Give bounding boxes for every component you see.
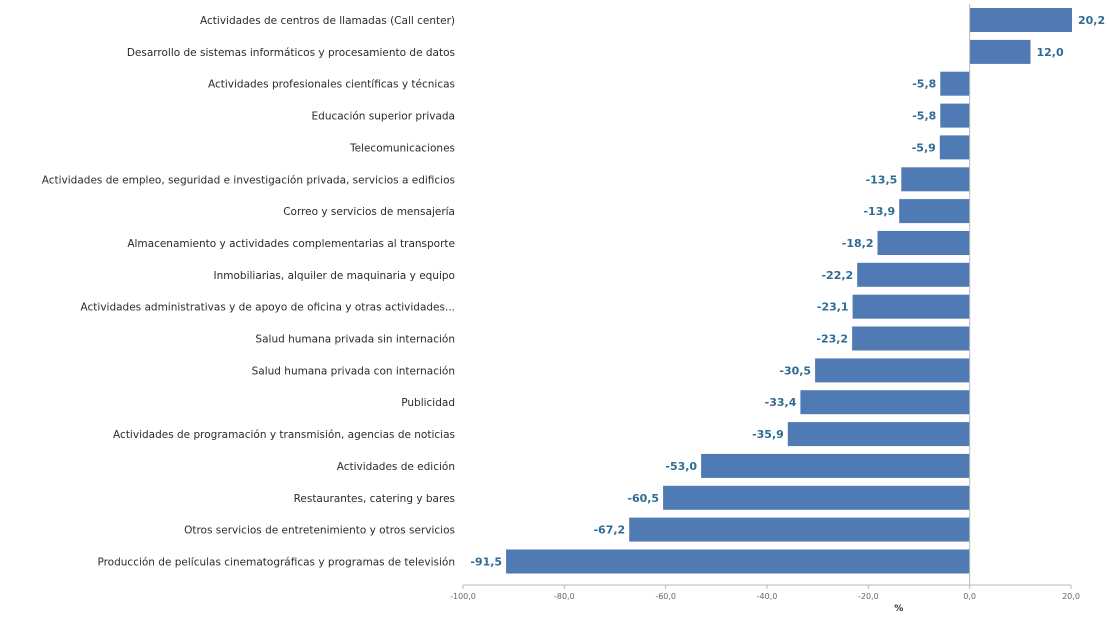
category-label: Educación superior privada (312, 111, 455, 123)
value-label: -22,2 (821, 269, 853, 282)
category-label: Actividades profesionales científicas y … (208, 79, 455, 91)
bar (940, 71, 970, 96)
x-tick-label: -60,0 (655, 592, 676, 601)
bar (787, 422, 970, 447)
bar (815, 358, 970, 383)
x-axis: -100,0 -80,0 -60,0 -40,0 -20,0 0,0 20,0 (450, 4, 1080, 601)
value-label: -13,9 (863, 205, 895, 218)
category-label: Correo y servicios de mensajería (283, 206, 455, 218)
bars-group (506, 8, 1072, 574)
value-label: -35,9 (752, 428, 784, 441)
value-label: -67,2 (593, 524, 625, 537)
labels-group: Actividades de centros de llamadas (Call… (42, 14, 1105, 569)
category-label: Restaurantes, catering y bares (294, 493, 455, 505)
x-tick-label: 0,0 (963, 592, 976, 601)
x-tick-label: -20,0 (858, 592, 879, 601)
bar (852, 326, 970, 351)
value-label: -5,8 (912, 78, 936, 91)
bar (701, 453, 970, 478)
value-label: 20,2 (1078, 14, 1105, 27)
value-label: -13,5 (866, 173, 898, 186)
value-label: -60,5 (627, 492, 659, 505)
category-label: Salud humana privada sin internación (255, 334, 455, 346)
value-label: -30,5 (779, 364, 811, 377)
category-label: Producción de películas cinematográficas… (97, 557, 455, 569)
bar (852, 294, 970, 319)
bar (663, 485, 970, 510)
bar (899, 199, 970, 224)
x-tick-label: -40,0 (757, 592, 778, 601)
category-label: Salud humana privada con internación (252, 365, 455, 377)
category-label: Actividades de empleo, seguridad e inves… (42, 174, 455, 186)
category-label: Actividades administrativas y de apoyo d… (81, 302, 455, 314)
value-label: 12,0 (1037, 46, 1064, 59)
bar (857, 262, 970, 287)
category-label: Actividades de centros de llamadas (Call… (200, 15, 455, 27)
value-label: -33,4 (765, 396, 797, 409)
value-label: -91,5 (470, 556, 502, 569)
x-tick-label: -100,0 (450, 592, 476, 601)
category-label: Desarrollo de sistemas informáticos y pr… (127, 47, 455, 59)
value-label: -18,2 (842, 237, 874, 250)
category-label: Publicidad (401, 397, 455, 409)
category-label: Almacenamiento y actividades complementa… (127, 238, 455, 250)
bar (877, 231, 970, 255)
category-label: Telecomunicaciones (349, 142, 455, 154)
value-label: -53,0 (665, 460, 697, 473)
value-label: -5,9 (912, 141, 936, 154)
x-axis-title: % (894, 604, 903, 614)
bar (969, 8, 1072, 32)
category-label: Inmobiliarias, alquiler de maquinaria y … (214, 270, 456, 282)
bar (506, 549, 970, 574)
bar (800, 390, 970, 415)
bar (901, 167, 970, 192)
x-tick-label: -80,0 (554, 592, 575, 601)
bar (969, 39, 1031, 64)
bar (629, 517, 970, 542)
value-label: -23,1 (817, 301, 849, 314)
category-label: Otros servicios de entretenimiento y otr… (184, 525, 455, 537)
bar (940, 103, 970, 128)
x-tick-label: 20,0 (1062, 592, 1080, 601)
bar (939, 135, 970, 160)
value-label: -5,8 (912, 110, 936, 123)
category-label: Actividades de edición (337, 461, 455, 473)
category-label: Actividades de programación y transmisió… (113, 429, 455, 441)
value-label: -23,2 (816, 333, 848, 346)
